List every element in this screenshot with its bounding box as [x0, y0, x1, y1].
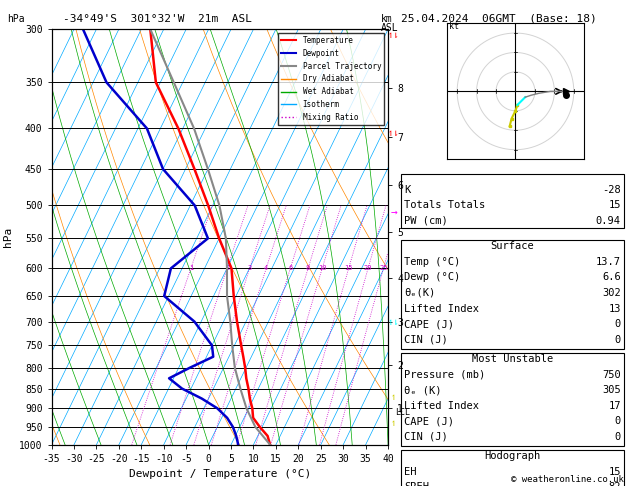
Text: 82: 82 — [608, 483, 621, 486]
Text: 302: 302 — [602, 288, 621, 298]
Text: 0: 0 — [615, 417, 621, 426]
Text: 0.94: 0.94 — [596, 216, 621, 226]
Text: CAPE (J): CAPE (J) — [404, 319, 454, 329]
Y-axis label: hPa: hPa — [4, 227, 13, 247]
Text: 1: 1 — [189, 265, 193, 271]
Text: 6: 6 — [288, 265, 292, 271]
Text: 17: 17 — [608, 401, 621, 411]
Text: 15: 15 — [608, 467, 621, 477]
Text: 15: 15 — [345, 265, 353, 271]
Text: -28: -28 — [602, 185, 621, 194]
Text: Totals Totals: Totals Totals — [404, 200, 485, 210]
Text: © weatheronline.co.uk: © weatheronline.co.uk — [511, 475, 624, 484]
Text: Pressure (mb): Pressure (mb) — [404, 370, 485, 380]
Text: 0: 0 — [615, 335, 621, 345]
Text: CAPE (J): CAPE (J) — [404, 417, 454, 426]
Text: 6.6: 6.6 — [602, 273, 621, 282]
Text: ASL: ASL — [381, 23, 399, 34]
Text: EH: EH — [404, 467, 416, 477]
Text: CIN (J): CIN (J) — [404, 432, 448, 442]
Text: Surface: Surface — [491, 242, 534, 251]
Text: θₑ (K): θₑ (K) — [404, 385, 442, 395]
Text: CIN (J): CIN (J) — [404, 335, 448, 345]
Text: →: → — [391, 208, 397, 217]
X-axis label: Dewpoint / Temperature (°C): Dewpoint / Temperature (°C) — [129, 469, 311, 479]
Text: ↿⇂: ↿⇂ — [388, 316, 399, 327]
Text: kt: kt — [449, 22, 459, 31]
Text: SREH: SREH — [404, 483, 429, 486]
Text: ↿⇂: ↿⇂ — [388, 128, 399, 138]
Text: Temp (°C): Temp (°C) — [404, 257, 460, 267]
Text: Dewp (°C): Dewp (°C) — [404, 273, 460, 282]
Text: 4: 4 — [264, 265, 269, 271]
Text: 10: 10 — [318, 265, 326, 271]
Text: PW (cm): PW (cm) — [404, 216, 448, 226]
Text: Most Unstable: Most Unstable — [472, 354, 553, 364]
Text: -34°49'S  301°32'W  21m  ASL: -34°49'S 301°32'W 21m ASL — [63, 14, 252, 24]
Text: 0: 0 — [615, 319, 621, 329]
Text: 25: 25 — [379, 265, 387, 271]
Text: 0: 0 — [615, 432, 621, 442]
Text: 25.04.2024  06GMT  (Base: 18): 25.04.2024 06GMT (Base: 18) — [401, 14, 597, 24]
Text: Lifted Index: Lifted Index — [404, 401, 479, 411]
Text: 305: 305 — [602, 385, 621, 395]
Text: hPa: hPa — [8, 14, 25, 24]
Text: 3: 3 — [248, 265, 252, 271]
Text: 2: 2 — [225, 265, 230, 271]
Legend: Temperature, Dewpoint, Parcel Trajectory, Dry Adiabat, Wet Adiabat, Isotherm, Mi: Temperature, Dewpoint, Parcel Trajectory… — [278, 33, 384, 125]
Text: K: K — [404, 185, 410, 194]
Text: 20: 20 — [364, 265, 372, 271]
Text: Lifted Index: Lifted Index — [404, 304, 479, 313]
Text: ↿: ↿ — [391, 418, 397, 428]
Text: ↿: ↿ — [391, 392, 397, 401]
Text: 8: 8 — [306, 265, 310, 271]
Text: 13.7: 13.7 — [596, 257, 621, 267]
Text: 750: 750 — [602, 370, 621, 380]
Text: Hodograph: Hodograph — [484, 451, 540, 461]
Text: ↿⇂: ↿⇂ — [388, 30, 399, 40]
Text: 15: 15 — [608, 200, 621, 210]
Text: θₑ(K): θₑ(K) — [404, 288, 435, 298]
Text: km: km — [381, 14, 393, 24]
Text: LCL: LCL — [395, 408, 410, 417]
Text: 13: 13 — [608, 304, 621, 313]
